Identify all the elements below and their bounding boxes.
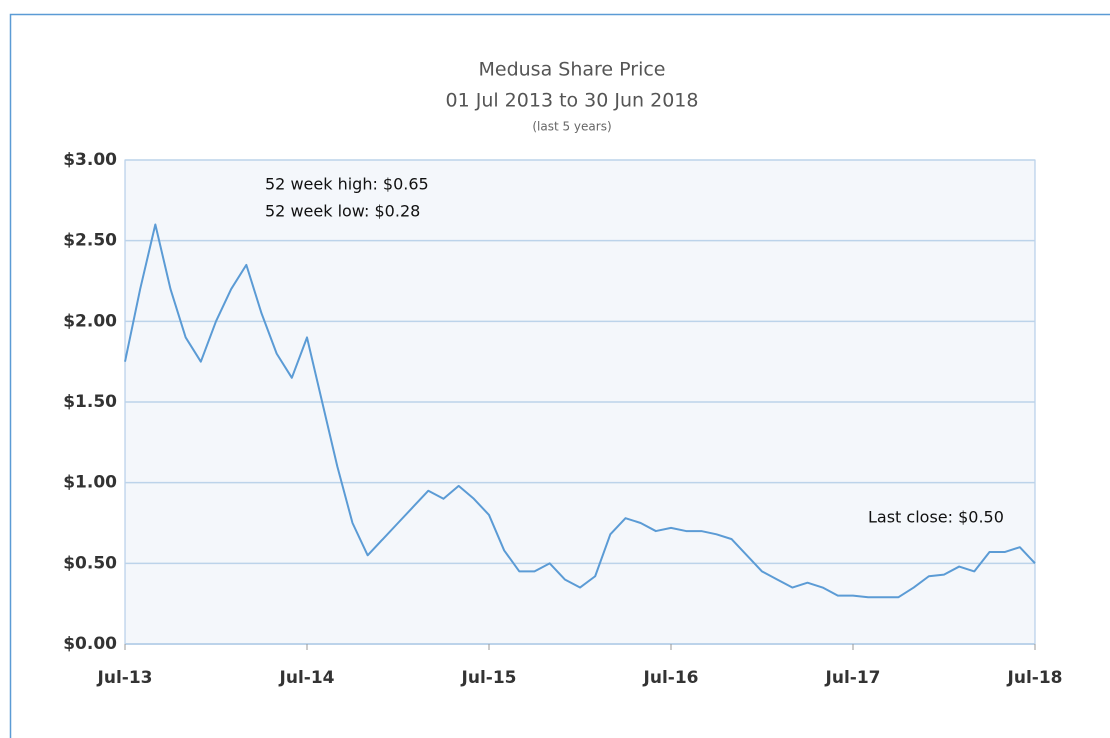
y-tick-label: $1.00	[63, 473, 117, 493]
y-tick-label: $0.50	[63, 553, 117, 573]
annotation: 52 week low: $0.28	[265, 202, 420, 221]
annotation: Last close: $0.50	[868, 508, 1004, 527]
y-tick-label: $0.00	[63, 634, 117, 654]
frame	[9, 13, 1110, 738]
x-tick-label: Jul-16	[643, 668, 699, 688]
chart-caption: (last 5 years)	[532, 120, 611, 134]
x-tick-label: Jul-14	[279, 668, 335, 688]
y-tick-label: $2.50	[63, 231, 117, 251]
price-line	[124, 223, 1036, 599]
annotation: 52 week high: $0.65	[265, 175, 429, 194]
y-tick-label: $2.00	[63, 311, 117, 331]
x-tick-label: Jul-17	[825, 668, 881, 688]
chart-title: Medusa Share Price	[479, 59, 666, 81]
x-tick-label: Jul-15	[461, 668, 517, 688]
chart-subtitle: 01 Jul 2013 to 30 Jun 2018	[446, 90, 699, 112]
x-tick-label: Jul-13	[97, 668, 153, 688]
x-tick-label: Jul-18	[1007, 668, 1063, 688]
y-tick-label: $1.50	[63, 392, 117, 412]
y-tick-label: $3.00	[63, 150, 117, 170]
